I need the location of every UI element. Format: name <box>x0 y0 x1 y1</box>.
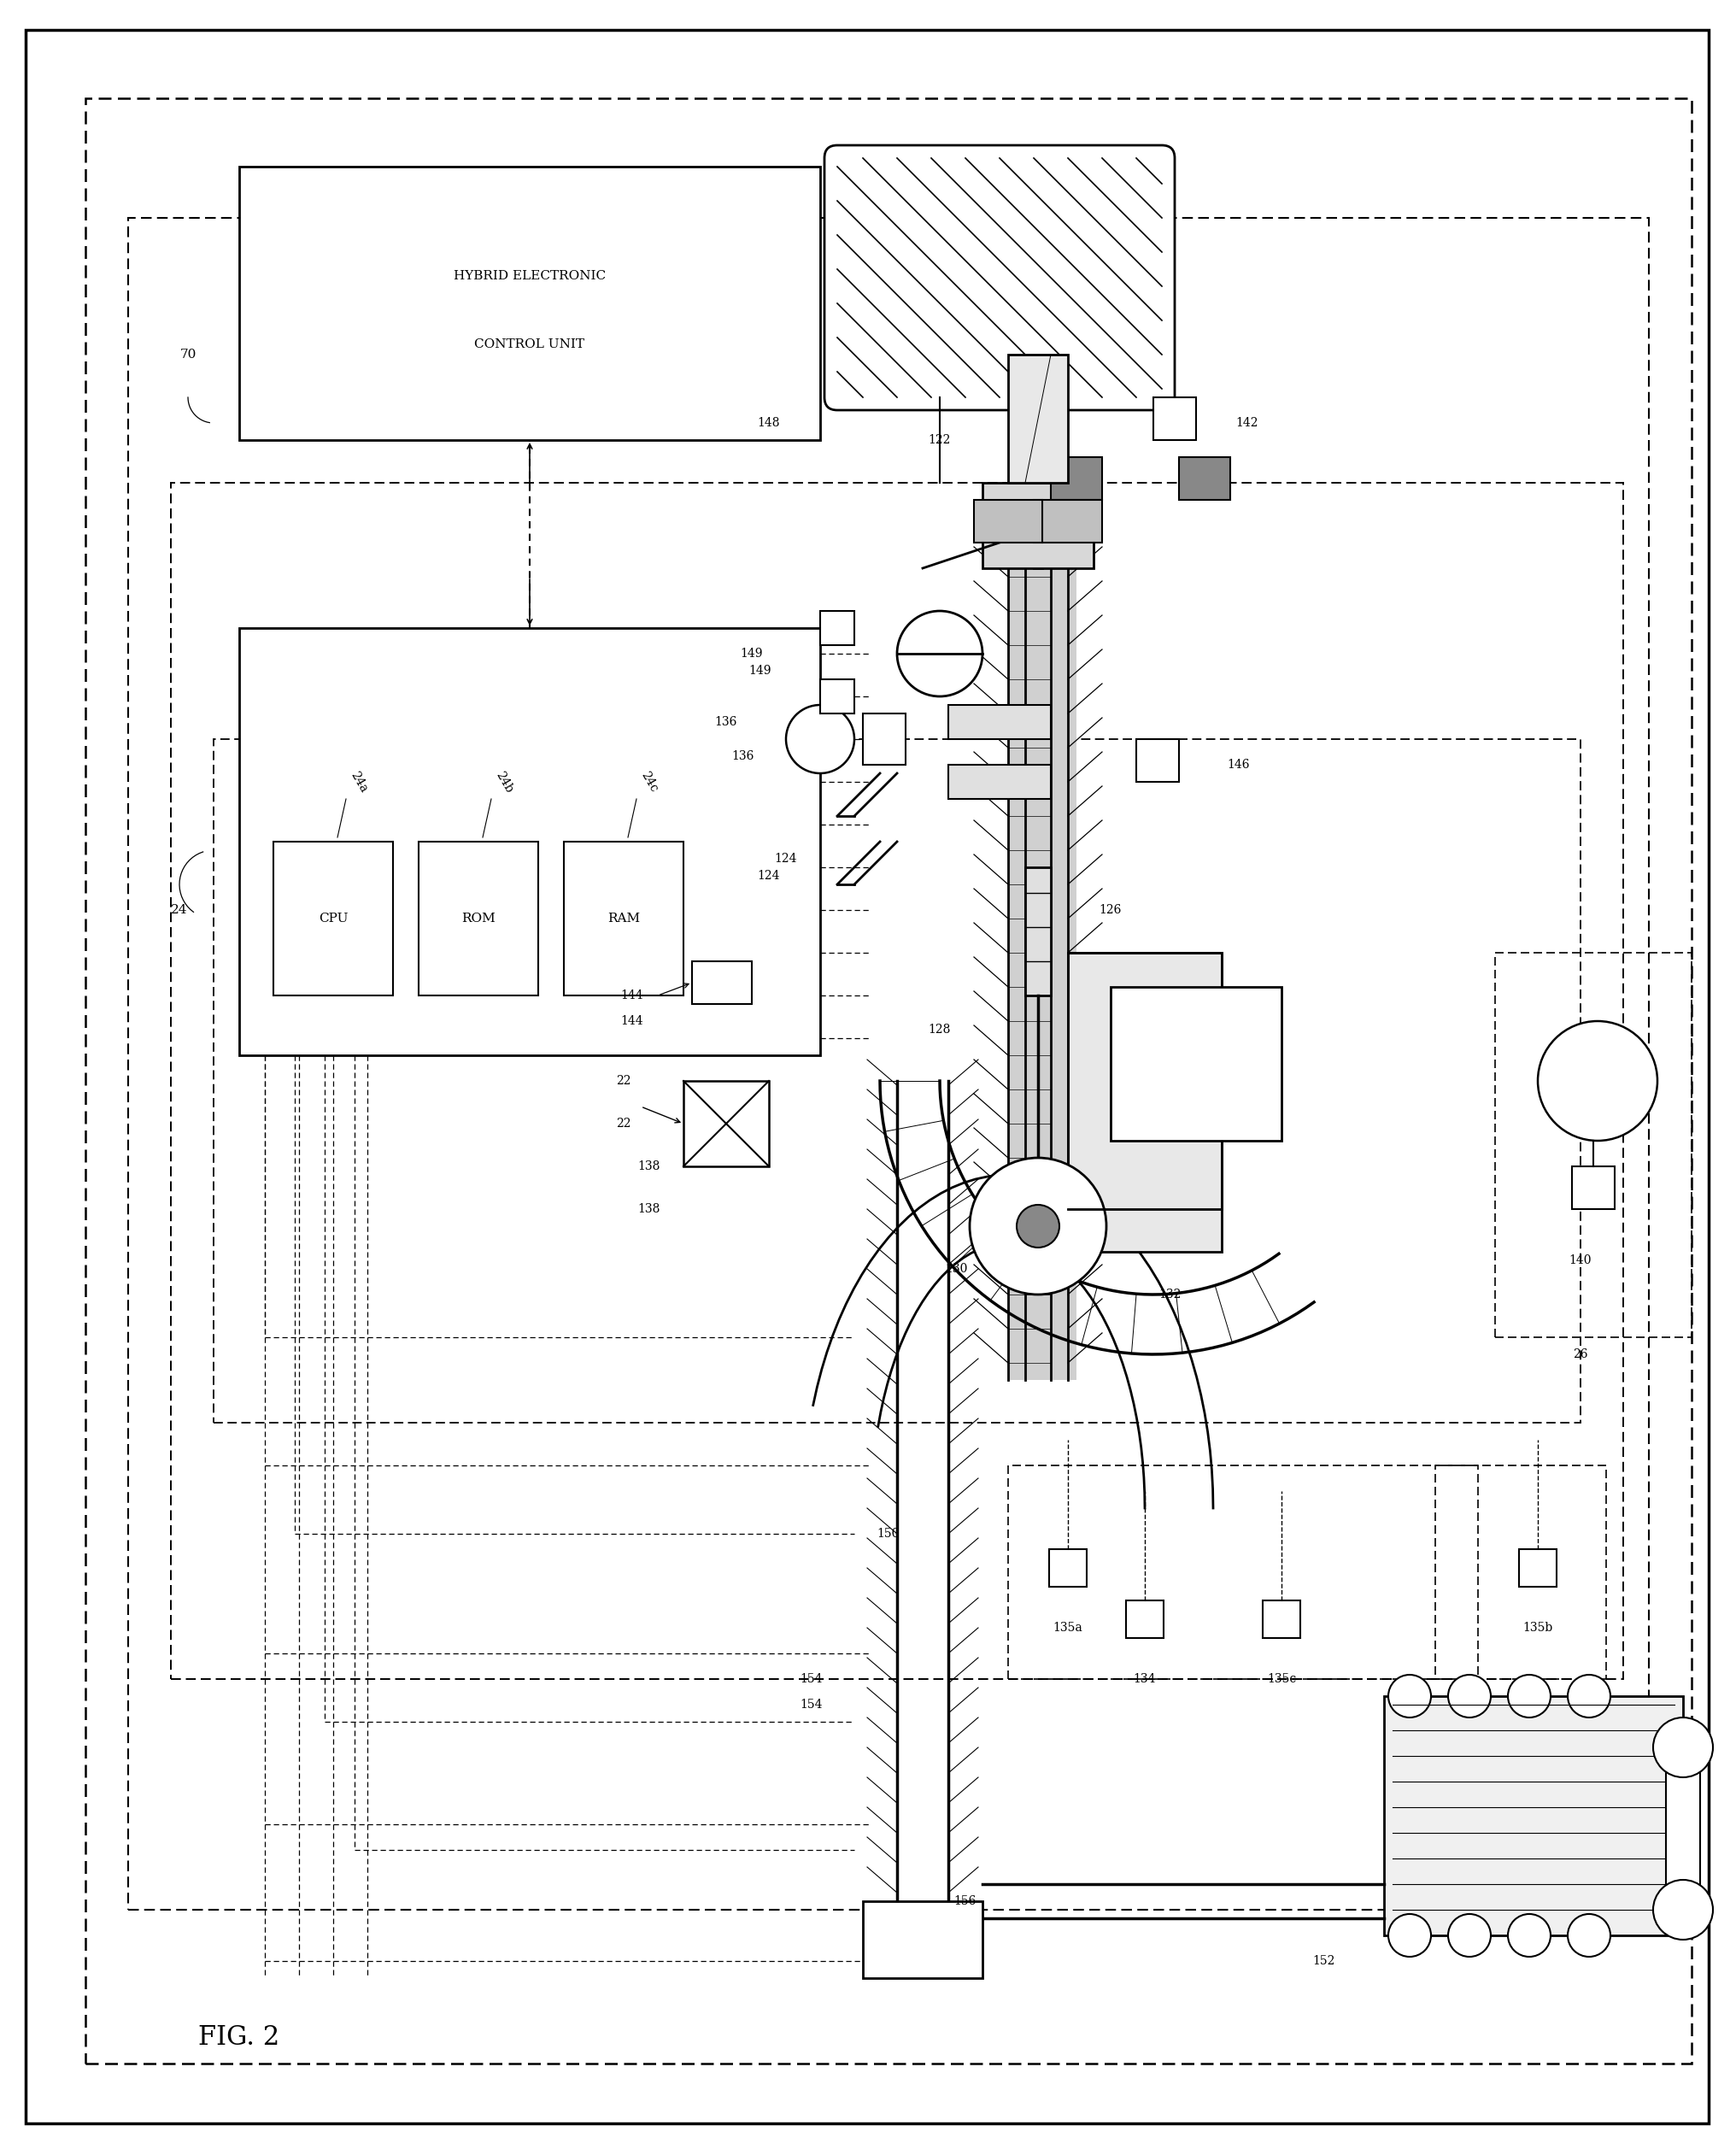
Text: CONTROL UNIT: CONTROL UNIT <box>474 337 585 350</box>
Bar <box>1179 458 1229 501</box>
Text: 140: 140 <box>1568 1255 1592 1266</box>
Text: 135b: 135b <box>1522 1622 1552 1633</box>
Bar <box>273 842 392 995</box>
Text: 124: 124 <box>774 853 797 864</box>
Text: 22: 22 <box>616 1074 630 1087</box>
Text: ROM: ROM <box>462 913 495 924</box>
Bar <box>863 713 904 765</box>
Bar <box>948 765 1050 799</box>
Text: 156: 156 <box>953 1895 976 1906</box>
Circle shape <box>1507 1915 1550 1958</box>
Circle shape <box>896 610 983 696</box>
Text: 134: 134 <box>1134 1674 1156 1685</box>
Circle shape <box>786 705 854 774</box>
Bar <box>128 217 1647 1910</box>
Text: 152: 152 <box>1312 1956 1335 1966</box>
Bar <box>1024 527 1076 1380</box>
Circle shape <box>1653 1717 1712 1777</box>
Bar <box>1109 986 1281 1141</box>
Bar <box>1262 1601 1300 1638</box>
Bar <box>240 628 819 1055</box>
Bar <box>1434 1466 1606 1678</box>
Circle shape <box>1016 1206 1059 1249</box>
Text: 149: 149 <box>740 647 762 660</box>
Text: 24c: 24c <box>639 769 660 795</box>
Text: 24a: 24a <box>347 769 370 795</box>
Text: 154: 154 <box>800 1674 823 1685</box>
Text: 136: 136 <box>715 716 738 729</box>
Text: 146: 146 <box>1227 759 1250 771</box>
Text: 150: 150 <box>877 1528 899 1541</box>
Bar <box>819 679 854 713</box>
Bar <box>1033 501 1102 542</box>
Bar <box>1068 952 1220 1253</box>
Bar <box>240 168 819 441</box>
Bar <box>974 501 1042 542</box>
Text: 132: 132 <box>1158 1289 1180 1300</box>
Bar <box>170 484 1623 1678</box>
Text: 149: 149 <box>748 664 771 677</box>
Text: 126: 126 <box>1099 905 1121 915</box>
Bar <box>819 610 854 645</box>
Bar <box>1519 1549 1555 1586</box>
Text: FIG. 2: FIG. 2 <box>198 2024 279 2050</box>
Text: 138: 138 <box>637 1160 660 1173</box>
Bar <box>1024 868 1050 995</box>
Circle shape <box>1536 1021 1656 1141</box>
Circle shape <box>1448 1674 1489 1717</box>
Bar <box>418 842 538 995</box>
Bar <box>983 484 1094 567</box>
Bar <box>1495 952 1691 1337</box>
Bar <box>1007 355 1068 484</box>
Bar <box>691 961 752 1004</box>
Bar <box>1033 501 1042 567</box>
Bar <box>948 705 1050 739</box>
Text: 26: 26 <box>1573 1347 1587 1360</box>
Bar <box>564 842 684 995</box>
FancyBboxPatch shape <box>825 146 1174 410</box>
Text: 135a: 135a <box>1052 1622 1082 1633</box>
Text: 22: 22 <box>616 1117 630 1130</box>
Text: 130: 130 <box>944 1264 967 1274</box>
Circle shape <box>1568 1674 1609 1717</box>
Text: 138: 138 <box>637 1203 660 1214</box>
Circle shape <box>969 1158 1106 1294</box>
Text: CPU: CPU <box>318 913 347 924</box>
Text: 144: 144 <box>620 1014 644 1027</box>
Text: RAM: RAM <box>608 913 639 924</box>
Circle shape <box>1653 1880 1712 1941</box>
Text: 124: 124 <box>757 870 779 881</box>
Circle shape <box>1387 1915 1430 1958</box>
Text: 154: 154 <box>800 1698 823 1711</box>
Text: 144: 144 <box>620 989 644 1001</box>
Circle shape <box>1568 1915 1609 1958</box>
Bar <box>1007 1466 1477 1678</box>
Bar <box>684 1081 769 1167</box>
Bar <box>1665 1764 1700 1893</box>
Bar <box>1384 1696 1682 1936</box>
Text: 148: 148 <box>757 417 779 430</box>
Text: 135c: 135c <box>1266 1674 1295 1685</box>
Bar <box>1153 398 1196 441</box>
Text: HYBRID ELECTRONIC: HYBRID ELECTRONIC <box>453 271 606 282</box>
Circle shape <box>1448 1915 1489 1958</box>
Circle shape <box>1387 1674 1430 1717</box>
Bar <box>1135 739 1179 782</box>
Text: 24: 24 <box>170 905 187 915</box>
Bar <box>1125 1601 1163 1638</box>
Text: 128: 128 <box>929 1023 951 1036</box>
Circle shape <box>1507 1674 1550 1717</box>
Text: 136: 136 <box>731 750 753 763</box>
Bar <box>863 1902 983 1977</box>
Text: 142: 142 <box>1236 417 1259 430</box>
Text: 122: 122 <box>929 434 951 447</box>
Bar <box>214 739 1580 1423</box>
Bar <box>1049 1549 1087 1586</box>
Bar <box>1050 458 1102 501</box>
Bar <box>1571 1167 1614 1210</box>
Text: 70: 70 <box>179 348 196 361</box>
Text: 24b: 24b <box>493 769 514 795</box>
Bar <box>1007 527 1050 1380</box>
